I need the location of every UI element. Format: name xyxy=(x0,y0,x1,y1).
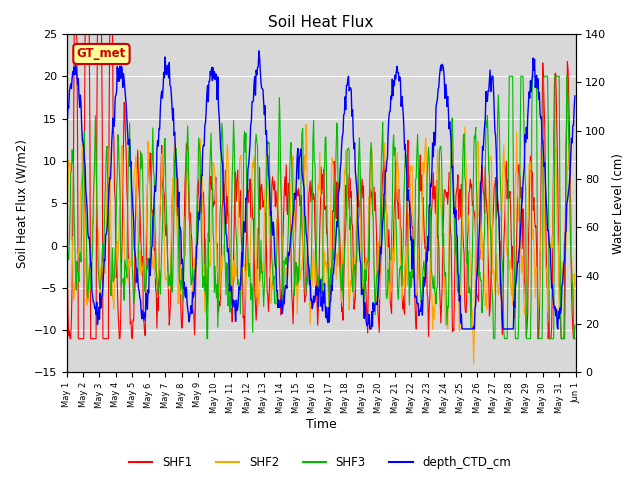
SHF2 xyxy=(571,283,579,288)
SHF3 xyxy=(428,272,436,278)
SHF3 xyxy=(300,170,307,176)
SHF3 xyxy=(63,270,70,276)
depth_CTD_cm xyxy=(65,105,72,111)
Line: depth_CTD_cm: depth_CTD_cm xyxy=(67,51,575,329)
SHF2 xyxy=(280,295,287,301)
Line: SHF1: SHF1 xyxy=(67,34,575,339)
depth_CTD_cm xyxy=(134,277,141,283)
depth_CTD_cm xyxy=(300,180,307,186)
SHF2 xyxy=(63,209,70,215)
SHF2 xyxy=(299,248,307,254)
Legend: SHF1, SHF2, SHF3, depth_CTD_cm: SHF1, SHF2, SHF3, depth_CTD_cm xyxy=(124,452,516,474)
Text: GT_met: GT_met xyxy=(77,48,126,60)
SHF1 xyxy=(135,190,143,195)
Y-axis label: Soil Heat Flux (W/m2): Soil Heat Flux (W/m2) xyxy=(15,139,28,268)
SHF1 xyxy=(65,333,72,339)
Title: Soil Heat Flux: Soil Heat Flux xyxy=(268,15,374,30)
X-axis label: Time: Time xyxy=(306,419,337,432)
SHF3 xyxy=(571,323,579,328)
SHF3 xyxy=(440,264,448,270)
Line: SHF3: SHF3 xyxy=(67,76,575,339)
SHF3 xyxy=(203,336,211,342)
depth_CTD_cm xyxy=(429,140,436,146)
SHF3 xyxy=(506,73,513,79)
SHF3 xyxy=(134,277,141,283)
depth_CTD_cm xyxy=(366,326,374,332)
depth_CTD_cm xyxy=(280,301,288,307)
SHF2 xyxy=(440,269,448,275)
SHF2 xyxy=(470,361,477,367)
SHF1 xyxy=(66,336,74,342)
SHF1 xyxy=(441,187,449,192)
SHF1 xyxy=(429,187,436,192)
depth_CTD_cm xyxy=(255,48,262,54)
SHF3 xyxy=(280,258,288,264)
SHF3 xyxy=(65,257,72,263)
SHF1 xyxy=(70,31,78,37)
SHF2 xyxy=(134,218,141,224)
SHF2 xyxy=(302,121,310,127)
SHF1 xyxy=(281,174,289,180)
SHF2 xyxy=(65,157,72,163)
SHF1 xyxy=(63,249,70,255)
SHF2 xyxy=(428,291,436,297)
SHF1 xyxy=(571,336,579,342)
depth_CTD_cm xyxy=(571,93,579,99)
depth_CTD_cm xyxy=(63,143,70,149)
SHF1 xyxy=(300,282,308,288)
depth_CTD_cm xyxy=(441,96,449,101)
Y-axis label: Water Level (cm): Water Level (cm) xyxy=(612,153,625,253)
Line: SHF2: SHF2 xyxy=(67,124,575,364)
